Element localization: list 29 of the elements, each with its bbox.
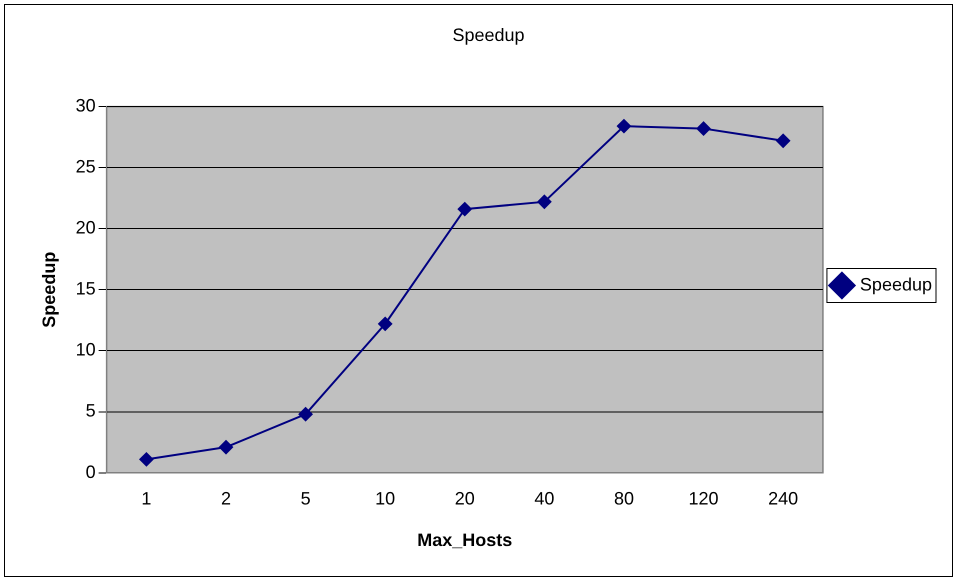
point xyxy=(458,202,472,216)
y-tick-label: 30 xyxy=(76,96,96,116)
point xyxy=(219,440,234,454)
point xyxy=(776,134,790,148)
y-axis-title: Speedup xyxy=(38,252,59,328)
x-tick-label: 2 xyxy=(221,488,232,509)
point xyxy=(139,452,154,466)
x-tick-label: 80 xyxy=(614,488,634,509)
x-tick-label: 40 xyxy=(534,488,554,509)
chart-title: Speedup xyxy=(452,24,525,45)
x-tick-label: 240 xyxy=(768,488,798,509)
point xyxy=(537,194,552,209)
x-tick-label: 5 xyxy=(300,488,311,509)
y-tick-label: 10 xyxy=(76,340,96,360)
y-tick-label: 20 xyxy=(76,218,96,238)
point xyxy=(696,122,711,136)
point xyxy=(616,119,631,134)
y-tick-label: 0 xyxy=(86,462,96,482)
y-tick-label: 25 xyxy=(76,156,96,177)
x-tick-label: 10 xyxy=(375,488,396,509)
point xyxy=(378,316,392,331)
legend-label: Speedup xyxy=(860,274,932,294)
x-tick-label: 1 xyxy=(141,488,152,509)
x-tick-label: 20 xyxy=(454,488,475,509)
y-tick-label: 15 xyxy=(76,278,96,299)
x-tick-label: 120 xyxy=(688,488,719,509)
x-axis-title: Max_Hosts xyxy=(417,530,512,550)
y-tick-label: 5 xyxy=(86,400,96,421)
point xyxy=(298,407,313,422)
